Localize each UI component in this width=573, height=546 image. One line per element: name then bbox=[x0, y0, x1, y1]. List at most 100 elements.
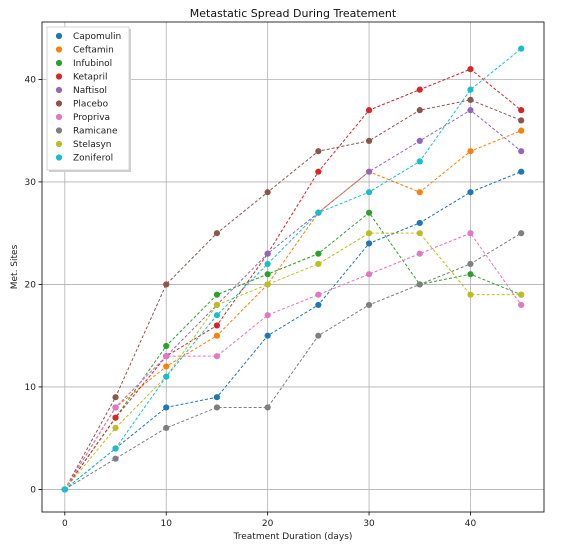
data-point-propriva bbox=[365, 271, 373, 278]
legend-marker-placebo bbox=[55, 100, 63, 107]
data-point-ceftamin bbox=[518, 127, 525, 134]
data-point-ceftamin bbox=[163, 363, 170, 370]
data-point-zoniferol bbox=[112, 445, 119, 452]
plot-frame bbox=[41, 21, 545, 513]
data-point-capomulin bbox=[163, 404, 170, 411]
legend-label-capomulin: Capomulin bbox=[73, 32, 121, 42]
data-point-zoniferol bbox=[264, 260, 271, 268]
data-point-infubinol bbox=[213, 291, 221, 298]
data-point-ramicane bbox=[518, 230, 525, 237]
x-axis-title: Treatment Duration (days) bbox=[233, 532, 353, 542]
series-placebo bbox=[61, 96, 525, 493]
legend: Capomulin Ceftamin Infubinol Ketapril Naftis… bbox=[46, 26, 131, 172]
y-tick-label: 40 bbox=[25, 75, 37, 85]
x-tick-label: 20 bbox=[262, 519, 274, 529]
legend-marker-infubinol bbox=[55, 59, 63, 67]
axis-layer: 0 10 20 30 40 0 10 20 30 40 bbox=[25, 75, 477, 529]
y-tick-label: 10 bbox=[25, 383, 37, 393]
data-point-capomulin bbox=[467, 189, 474, 196]
y-tick-label: 30 bbox=[25, 178, 37, 188]
data-point-propriva bbox=[213, 353, 221, 360]
data-point-propriva bbox=[518, 301, 525, 309]
data-point-zoniferol bbox=[213, 312, 221, 319]
data-point-zoniferol bbox=[467, 86, 474, 93]
data-point-zoniferol bbox=[365, 189, 373, 196]
data-point-ramicane bbox=[467, 260, 474, 268]
data-point-placebo bbox=[213, 230, 221, 237]
data-point-ceftamin bbox=[213, 332, 221, 339]
series-capomulin bbox=[61, 168, 525, 493]
data-point-naftisol bbox=[467, 107, 474, 114]
data-point-propriva bbox=[112, 404, 119, 411]
data-point-propriva bbox=[416, 250, 423, 257]
legend-marker-zoniferol bbox=[55, 154, 63, 161]
series-ramicane bbox=[61, 230, 525, 493]
series-propriva bbox=[61, 230, 525, 493]
series-line-ceftamin bbox=[64, 130, 522, 490]
data-point-ramicane bbox=[213, 404, 221, 411]
data-point-naftisol bbox=[264, 250, 271, 257]
legend-marker-ceftamin bbox=[55, 46, 63, 53]
legend-label-placebo: Placebo bbox=[73, 100, 109, 110]
series-line-capomulin bbox=[64, 171, 522, 490]
series-line-ketapril bbox=[64, 68, 522, 490]
series-line-ramicane bbox=[64, 232, 522, 490]
series-line-placebo bbox=[64, 99, 522, 490]
data-point-placebo bbox=[112, 394, 119, 401]
data-point-capomulin bbox=[213, 394, 221, 401]
x-tick-label: 0 bbox=[62, 519, 68, 529]
legend-marker-ketapril bbox=[55, 73, 63, 80]
legend-marker-stelasyn bbox=[55, 140, 63, 148]
data-point-capomulin bbox=[315, 301, 322, 309]
data-point-naftisol bbox=[416, 137, 423, 145]
legend-marker-capomulin bbox=[55, 32, 63, 40]
data-point-ramicane bbox=[315, 332, 322, 339]
data-point-infubinol bbox=[315, 250, 322, 257]
data-point-propriva bbox=[264, 312, 271, 319]
data-point-placebo bbox=[264, 189, 271, 196]
data-point-ketapril bbox=[213, 322, 221, 329]
data-point-placebo bbox=[315, 148, 322, 155]
series-naftisol bbox=[61, 107, 525, 493]
legend-label-infubinol: Infubinol bbox=[73, 59, 112, 69]
y-tick-label: 20 bbox=[25, 280, 37, 290]
data-point-zoniferol bbox=[61, 486, 68, 493]
y-axis-title: Met. Sites bbox=[10, 244, 20, 289]
data-point-stelasyn bbox=[315, 260, 322, 268]
data-point-infubinol bbox=[467, 271, 474, 278]
data-point-ceftamin bbox=[467, 148, 474, 155]
data-point-capomulin bbox=[264, 332, 271, 339]
data-point-placebo bbox=[467, 96, 474, 104]
data-point-ketapril bbox=[416, 86, 423, 93]
data-point-naftisol bbox=[518, 148, 525, 155]
y-tick-label: 0 bbox=[30, 485, 36, 495]
legend-marker-propriva bbox=[55, 113, 63, 121]
data-point-propriva bbox=[163, 353, 170, 360]
legend-label-ketapril: Ketapril bbox=[73, 73, 107, 83]
data-point-placebo bbox=[163, 281, 170, 288]
series-line-naftisol bbox=[64, 109, 522, 490]
data-point-propriva bbox=[467, 230, 474, 237]
data-point-zoniferol bbox=[518, 45, 525, 52]
data-point-stelasyn bbox=[213, 301, 221, 309]
data-point-ketapril bbox=[112, 414, 119, 421]
legend-label-ramicane: Ramicane bbox=[73, 127, 118, 137]
series-ketapril bbox=[61, 66, 525, 493]
data-point-stelasyn bbox=[264, 281, 271, 288]
data-point-infubinol bbox=[163, 342, 170, 350]
data-point-zoniferol bbox=[163, 373, 170, 380]
data-point-capomulin bbox=[365, 240, 373, 247]
series-zoniferol bbox=[61, 45, 525, 493]
chart-title: Metastatic Spread During Treatement bbox=[190, 7, 397, 20]
data-point-placebo bbox=[416, 107, 423, 114]
legend-label-ceftamin: Ceftamin bbox=[73, 46, 114, 56]
legend-label-naftisol: Naftisol bbox=[73, 86, 107, 96]
legend-marker-ramicane bbox=[55, 127, 63, 134]
x-tick-label: 30 bbox=[363, 519, 375, 529]
data-point-zoniferol bbox=[315, 209, 322, 216]
data-point-stelasyn bbox=[112, 424, 119, 432]
data-point-ramicane bbox=[264, 404, 271, 411]
data-point-naftisol bbox=[365, 168, 373, 175]
data-point-stelasyn bbox=[467, 291, 474, 298]
